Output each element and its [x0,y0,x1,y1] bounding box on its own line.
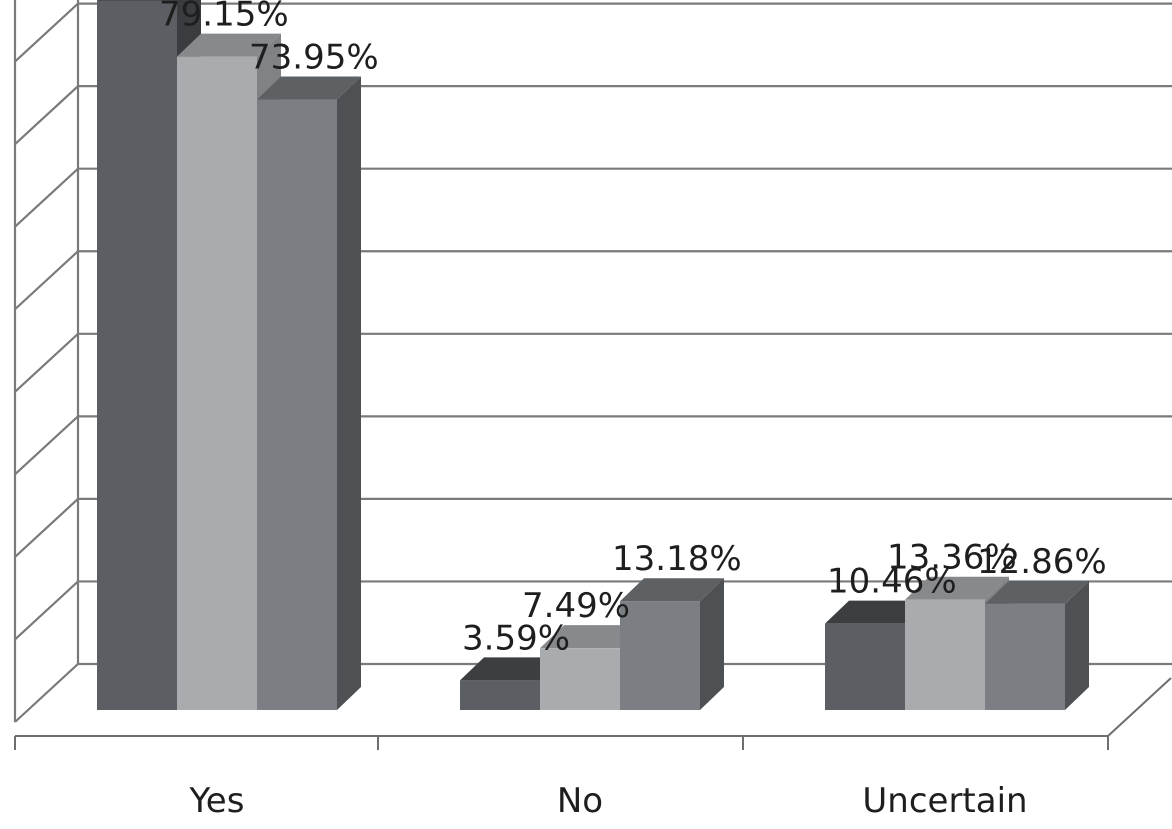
bar-top [905,576,1009,600]
bar-front [257,99,337,711]
data-label: 73.95% [249,38,379,78]
bar-top [540,625,644,649]
category-label: No [557,781,603,821]
bar-front [905,599,985,710]
data-label: 13.18% [612,539,742,579]
bar-top [177,33,281,57]
data-label: 79.15% [159,0,289,35]
chart-bars [97,0,1089,711]
bar-top [985,580,1089,604]
bar-front [985,603,1065,710]
data-label: 10.46% [827,562,957,602]
category-labels: Yes No Uncertain [189,781,1028,821]
data-label: 12.86% [977,542,1107,582]
data-label: 7.49% [522,586,630,626]
bar-top [257,76,361,100]
bar-front [540,648,620,710]
bar [540,625,644,710]
chart-gridlines [13,0,1172,723]
bar [620,578,724,710]
floor-edge [1107,677,1172,737]
chart-floor [14,677,1172,750]
bar-front [97,0,177,711]
bar-front [177,56,257,710]
bar-side [1065,580,1089,710]
bar-top [825,600,929,624]
bar-side [337,76,361,711]
bar-front [825,623,905,710]
bar-front [620,601,700,710]
data-labels: 85.95%79.15%73.95%3.59%7.49%13.18%10.46%… [159,0,1107,658]
data-label: 3.59% [462,618,570,658]
category-label: Yes [189,781,245,821]
bar [257,76,361,711]
category-label: Uncertain [862,781,1027,821]
bar [985,580,1089,710]
bar-top [620,578,724,602]
bar-front [460,680,540,710]
data-label: 13.36% [887,538,1017,578]
bar-top [460,657,564,681]
bar-side [700,578,724,710]
